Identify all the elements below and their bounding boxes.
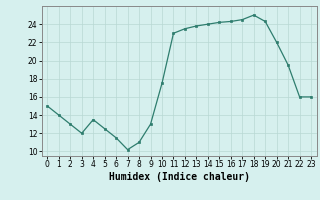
X-axis label: Humidex (Indice chaleur): Humidex (Indice chaleur) [109, 172, 250, 182]
